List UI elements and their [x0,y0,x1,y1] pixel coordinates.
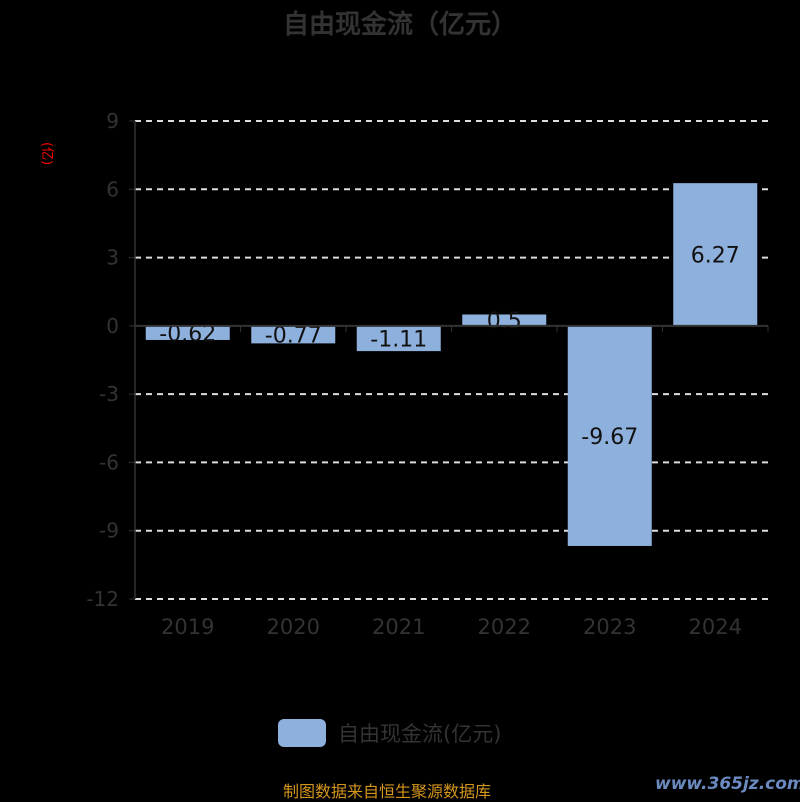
legend-swatch [278,719,326,747]
y-tick-label: 6 [106,177,119,201]
bar [251,325,336,344]
source-note: 制图数据来自恒生聚源数据库 [283,782,492,801]
bar [673,183,758,326]
data-label: 6.27 [691,243,740,268]
data-label: -9.67 [581,425,638,450]
bar [356,325,441,352]
x-tick-label: 2019 [161,615,214,639]
y-tick-label: 3 [106,246,119,270]
y-tick-label: -3 [99,382,119,406]
bar [462,314,547,326]
bar [145,325,230,340]
legend[interactable]: 自由现金流(亿元) [278,718,501,748]
data-label: 0.5 [487,309,522,334]
data-label: -1.11 [370,327,427,352]
watermark: www.365jz.com [655,774,800,794]
y-tick-label: 9 [106,109,119,133]
y-tick-label: -12 [86,587,119,611]
x-tick-label: 2020 [267,615,320,639]
x-tick-label: 2021 [372,615,425,639]
y-tick-label: -6 [99,450,119,474]
x-tick-label: 2023 [583,615,636,639]
y-tick-label: 0 [106,314,119,338]
chart-title: 自由现金流（亿元） [282,10,517,40]
y-tick-label: -9 [99,519,119,543]
legend-label: 自由现金流(亿元) [338,722,502,746]
x-tick-label: 2022 [478,615,531,639]
bar [567,325,652,546]
data-label: -0.77 [265,324,322,349]
x-tick-label: 2024 [689,615,742,639]
